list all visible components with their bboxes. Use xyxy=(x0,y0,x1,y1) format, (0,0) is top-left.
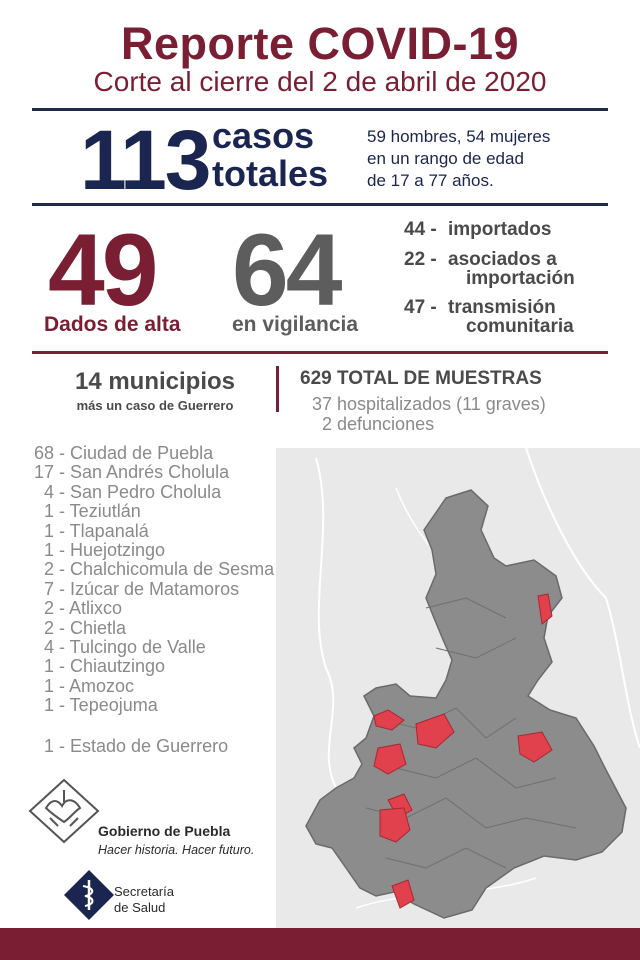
breakdown-label: asociados a xyxy=(448,249,557,270)
list-item: 4 - Tulcingo de Valle xyxy=(44,636,206,657)
secretaria-line: Secretaría xyxy=(114,884,174,899)
list-item: 4 - San Pedro Cholula xyxy=(44,481,222,502)
list-item: 1 - Tlapanalá xyxy=(44,520,149,541)
secretaria-line: de Salud xyxy=(114,900,166,915)
cases-desc-line: 59 hombres, 54 mujeres xyxy=(367,127,551,146)
bottom-band xyxy=(0,928,640,960)
cases-desc-line: en un rango de edad xyxy=(367,149,524,168)
breakdown-count: 22 - xyxy=(404,249,437,270)
highlight-municipality xyxy=(391,879,415,909)
totales-word: totales xyxy=(212,153,329,194)
total-cases-number: 113 xyxy=(80,113,212,207)
municipios-summary: 14 municipios más un caso de Guerrero xyxy=(40,368,270,413)
breakdown-label-line2: comunitaria xyxy=(466,316,574,337)
list-item: 1 - Huejotzingo xyxy=(44,539,166,560)
list-item: 68 - Ciudad de Puebla xyxy=(34,443,214,463)
breakdown-label: transmisión xyxy=(448,297,556,318)
map-road xyxy=(315,457,337,789)
secretaria-salud-logo xyxy=(64,870,114,920)
municipios-note: más un caso de Guerrero xyxy=(76,398,234,413)
highlight-municipality xyxy=(415,713,455,749)
highlight-municipality xyxy=(517,731,553,763)
cases-description: 59 hombres, 54 mujeres en un rango de ed… xyxy=(367,126,550,192)
list-item: 2 - Chietla xyxy=(44,617,127,638)
list-item: 1 - Chiautzingo xyxy=(44,656,166,677)
divider-top xyxy=(32,108,608,111)
divider-middle xyxy=(32,203,608,206)
highlight-municipality xyxy=(537,593,553,625)
list-item: 7 - Izúcar de Matamoros xyxy=(44,578,240,599)
breakdown-count: 44 - xyxy=(404,219,437,240)
list-item: 1 - Teziutlán xyxy=(44,501,141,522)
samples-total: 629 TOTAL DE MUESTRAS xyxy=(300,368,542,389)
municipality-list: 68 - Ciudad de Puebla 17 - San Andrés Ch… xyxy=(34,443,275,716)
breakdown-item: 22 - asociados a importación xyxy=(404,250,634,288)
monitoring-number: 64 xyxy=(232,213,342,327)
monitoring-label: en vigilancia xyxy=(232,313,359,336)
total-cases-label: casos totales xyxy=(212,118,328,194)
list-item: 17 - San Andrés Cholula xyxy=(34,462,230,483)
cases-desc-line: de 17 a 77 años. xyxy=(367,171,494,190)
municipal-borders xyxy=(365,597,577,869)
list-item: 1 - Tepeojuma xyxy=(44,695,158,716)
secretaria-salud-name: Secretaría de Salud xyxy=(114,884,174,916)
report-subtitle: Corte al cierre del 2 de abril de 2020 xyxy=(93,66,547,97)
municipios-count: 14 municipios xyxy=(74,368,236,395)
breakdown-item: 44 - importados xyxy=(404,220,634,239)
puebla-government-logo xyxy=(28,778,100,844)
discharged-number: 49 xyxy=(48,213,158,327)
highlight-municipality xyxy=(379,807,411,843)
deaths-count: 2 defunciones xyxy=(322,414,435,434)
vertical-separator xyxy=(276,366,279,412)
highlight-municipality xyxy=(373,743,407,775)
government-name: Gobierno de Puebla xyxy=(98,823,231,839)
guerrero-case: 1 - Estado de Guerrero xyxy=(44,736,229,756)
map-road xyxy=(525,448,640,749)
breakdown-label-line2: importación xyxy=(466,268,575,289)
divider-bottom xyxy=(32,351,608,354)
hospitalized-count: 37 hospitalizados (11 graves) xyxy=(312,394,546,414)
report-title: Reporte COVID-19 xyxy=(120,18,520,69)
breakdown-count: 47 - xyxy=(404,297,437,318)
government-slogan: Hacer historia. Hacer futuro. xyxy=(98,843,255,857)
discharged-label: Dados de alta xyxy=(44,313,181,336)
breakdown-item: 47 - transmisión comunitaria xyxy=(404,298,634,336)
breakdown-label: importados xyxy=(448,219,552,240)
highlight-municipality xyxy=(373,709,405,731)
list-item: 2 - Atlixco xyxy=(44,598,123,619)
list-item: 1 - Amozoc xyxy=(44,675,135,696)
puebla-map xyxy=(276,448,640,928)
casos-word: casos xyxy=(212,115,315,156)
list-item: 2 - Chalchicomula de Sesma xyxy=(44,559,275,580)
